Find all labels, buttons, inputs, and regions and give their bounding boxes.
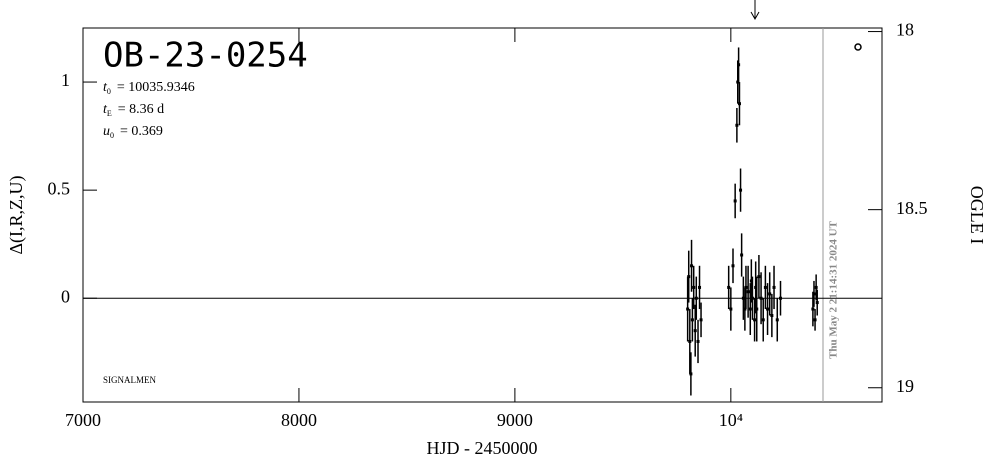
data-point bbox=[815, 301, 819, 305]
symbol bbox=[854, 43, 862, 51]
data-point bbox=[779, 296, 783, 300]
y-tick-label: 0 bbox=[61, 286, 70, 306]
data-point bbox=[733, 199, 737, 203]
data-point bbox=[775, 318, 779, 322]
y-axis-label: Δ(I,R,Z,U) bbox=[6, 175, 27, 254]
data-point bbox=[749, 279, 753, 283]
data-point bbox=[698, 285, 702, 289]
x-tick-label: 7000 bbox=[65, 410, 101, 430]
data-point bbox=[736, 80, 740, 84]
data-point bbox=[737, 63, 741, 67]
data-point bbox=[753, 318, 757, 322]
data-point bbox=[772, 285, 776, 289]
data-point bbox=[735, 123, 739, 127]
x-axis-label: HJD - 2450000 bbox=[427, 438, 538, 458]
plot-frame bbox=[82, 27, 883, 403]
data-point bbox=[811, 307, 815, 311]
y-tick-label: 0.5 bbox=[48, 178, 71, 198]
y2-tick-label: 18.5 bbox=[896, 198, 928, 218]
data-point bbox=[746, 290, 750, 294]
data-point bbox=[759, 296, 763, 300]
data-point bbox=[740, 253, 744, 257]
data-point bbox=[763, 285, 767, 289]
data-point bbox=[686, 307, 690, 311]
data-point bbox=[814, 285, 818, 289]
parameter: u0 = 0.369 bbox=[103, 124, 163, 140]
data-point bbox=[743, 307, 747, 311]
data-point bbox=[766, 307, 770, 311]
data-point bbox=[731, 264, 735, 268]
data-point bbox=[696, 339, 700, 343]
data-point bbox=[768, 292, 772, 296]
data-point bbox=[688, 339, 692, 343]
data-point bbox=[690, 318, 694, 322]
data-point bbox=[689, 372, 693, 376]
data-point bbox=[744, 285, 748, 289]
data-point bbox=[754, 285, 758, 289]
data-point bbox=[757, 275, 761, 279]
data-point bbox=[729, 307, 733, 311]
data-point bbox=[727, 285, 731, 289]
data-point bbox=[692, 285, 696, 289]
y2-axis-label: OGLE I bbox=[967, 186, 986, 244]
y-tick-label: 1 bbox=[61, 70, 70, 90]
x-tick-label: 9000 bbox=[497, 410, 533, 430]
y2-tick-label: 19 bbox=[896, 376, 914, 396]
timestamp: Thu May 2 21:14:31 2024 UT bbox=[828, 220, 840, 358]
data-point bbox=[813, 318, 817, 322]
data-point bbox=[812, 292, 816, 296]
data-point bbox=[737, 102, 741, 106]
data-point bbox=[690, 264, 694, 268]
data-point bbox=[739, 188, 743, 192]
x-tick-label: 8000 bbox=[281, 410, 317, 430]
data-point bbox=[750, 296, 754, 300]
data-point bbox=[741, 296, 745, 300]
y2-tick-label: 18 bbox=[896, 20, 914, 40]
arrow-head bbox=[750, 11, 760, 21]
data-point bbox=[693, 329, 697, 333]
parameter: t0 = 10035.9346 bbox=[103, 80, 195, 96]
credit: SIGNALMEN bbox=[103, 375, 156, 385]
data-point bbox=[770, 314, 774, 318]
data-point bbox=[748, 307, 752, 311]
data-point bbox=[694, 296, 698, 300]
data-point bbox=[687, 275, 691, 279]
data-point bbox=[755, 307, 759, 311]
parameter: tE = 8.36 d bbox=[103, 102, 164, 118]
data-point bbox=[699, 318, 703, 322]
x-tick-label: 10⁴ bbox=[719, 410, 743, 430]
chart-title: OB-23-0254 bbox=[103, 36, 308, 76]
data-point bbox=[761, 318, 765, 322]
